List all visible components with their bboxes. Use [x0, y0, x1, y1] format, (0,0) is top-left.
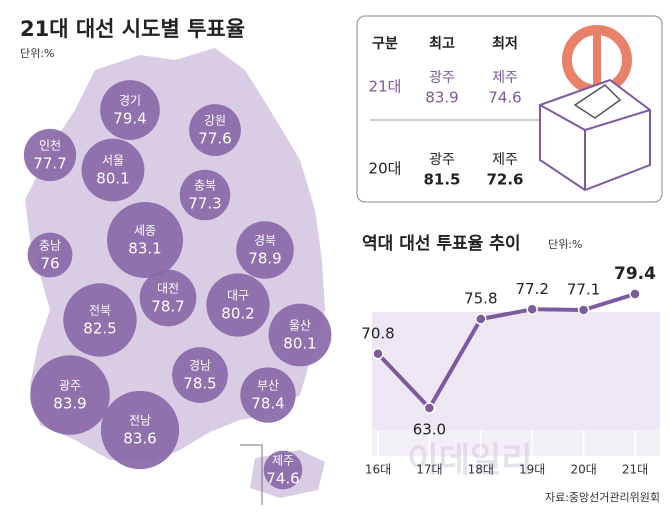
- ballot-box-edge: [539, 104, 651, 190]
- jeju-divider: [240, 444, 263, 505]
- table-cell: 20대: [369, 160, 402, 178]
- data-label: 75.8: [464, 290, 497, 308]
- region-bubble: [81, 138, 145, 202]
- region-name: 광주: [59, 379, 81, 393]
- region-bubble: [189, 104, 241, 156]
- chart-unit: 단위:%: [548, 238, 582, 251]
- region-value: 76: [40, 255, 59, 273]
- point: [526, 303, 538, 316]
- region-name: 경북: [254, 234, 276, 248]
- point: [423, 402, 436, 414]
- region-name: 경남: [189, 359, 211, 373]
- region-bubble: [263, 450, 303, 490]
- region-bubble: [63, 283, 137, 357]
- line: [376, 292, 636, 410]
- region-bubble: [30, 355, 110, 435]
- region-value: 77.3: [188, 195, 221, 213]
- region-value: 78.5: [183, 375, 216, 393]
- point: [372, 348, 384, 360]
- region-value: 78.4: [251, 395, 284, 413]
- table-cell: 광주: [429, 152, 455, 168]
- x-tick-label: 16대: [365, 463, 391, 477]
- region-value: 80.2: [221, 305, 254, 323]
- table-cell: 제주: [492, 152, 518, 168]
- point: [629, 288, 641, 300]
- region-value: 74.6: [266, 470, 299, 488]
- region-value: 77.7: [33, 155, 66, 173]
- region-name: 전북: [89, 304, 111, 318]
- table-cell: 제주: [492, 70, 518, 86]
- table-header: 최고: [429, 36, 455, 52]
- region-name: 울산: [289, 319, 311, 333]
- region-name: 대구: [227, 289, 249, 303]
- ballot-paper: [573, 84, 622, 119]
- x-tick-label: 21대: [622, 463, 648, 477]
- title: 21대 대선 시도별 투표율: [20, 17, 245, 41]
- table-cell: 81.5: [423, 171, 460, 189]
- source: 자료:중앙선거관리위원회: [545, 491, 660, 504]
- region-name: 인천: [39, 138, 61, 153]
- plot-background: [372, 312, 660, 430]
- region-name: 대전: [157, 282, 179, 296]
- ballot-box: [539, 78, 651, 192]
- data-label: 63.0: [413, 421, 446, 439]
- region-value: 78.9: [248, 250, 281, 268]
- chart-title: 역대 대선 투표율 추이: [362, 234, 521, 254]
- point: [475, 313, 487, 325]
- region-bubble: [100, 80, 160, 140]
- data-label: 77.1: [567, 280, 600, 298]
- region-bubble: [106, 201, 184, 279]
- region-name: 부산: [257, 379, 279, 393]
- region-name: 경기: [119, 94, 141, 108]
- table-cell: 74.6: [488, 89, 521, 107]
- region-value: 83.6: [123, 430, 156, 448]
- point: [577, 304, 590, 316]
- region-bubble: [100, 390, 180, 470]
- region-bubble: [23, 128, 77, 182]
- region-value: 80.1: [96, 170, 129, 188]
- region-value: 77.6: [198, 130, 231, 148]
- region-bubble: [172, 347, 228, 403]
- data-label: 79.4: [614, 264, 656, 284]
- region-value: 83.1: [128, 240, 161, 258]
- region-name: 충북: [194, 179, 216, 193]
- table-cell: 21대: [369, 78, 402, 96]
- region-name: 충남: [39, 239, 61, 253]
- region-name: 서울: [102, 154, 124, 168]
- x-tick-label: 17대: [416, 463, 442, 477]
- region-bubble: [139, 269, 197, 327]
- region-bubble: [27, 232, 73, 278]
- region-name: 제주: [272, 454, 294, 468]
- table-cell: 83.9: [425, 89, 458, 107]
- region-name: 전남: [129, 414, 151, 428]
- region-bubble: [236, 221, 294, 279]
- region-value: 82.5: [83, 320, 116, 338]
- region-value: 83.9: [53, 395, 86, 413]
- region-value: 80.1: [283, 335, 316, 353]
- region-value: 79.4: [113, 110, 146, 128]
- x-tick-label: 20대: [570, 463, 596, 477]
- table-cell: 72.6: [486, 171, 523, 189]
- region-bubble: [268, 303, 332, 367]
- region-value: 78.7: [151, 298, 184, 316]
- x-tick-label: 18대: [468, 463, 494, 477]
- data-label: 77.2: [515, 280, 548, 298]
- table-header: 최저: [492, 36, 518, 52]
- region-bubble: [179, 169, 231, 221]
- region-name: 세종: [134, 224, 156, 238]
- watermark: 이데일리: [407, 441, 532, 481]
- unit: 단위:%: [20, 47, 54, 60]
- data-label: 70.8: [361, 324, 394, 342]
- region-name: 강원: [204, 114, 226, 128]
- plot-band: [372, 430, 660, 456]
- table-cell: 광주: [429, 70, 455, 86]
- table-header: 구분: [372, 36, 398, 52]
- x-tick-label: 19대: [519, 463, 545, 477]
- region-bubble: [206, 273, 270, 337]
- region-bubble: [240, 367, 296, 423]
